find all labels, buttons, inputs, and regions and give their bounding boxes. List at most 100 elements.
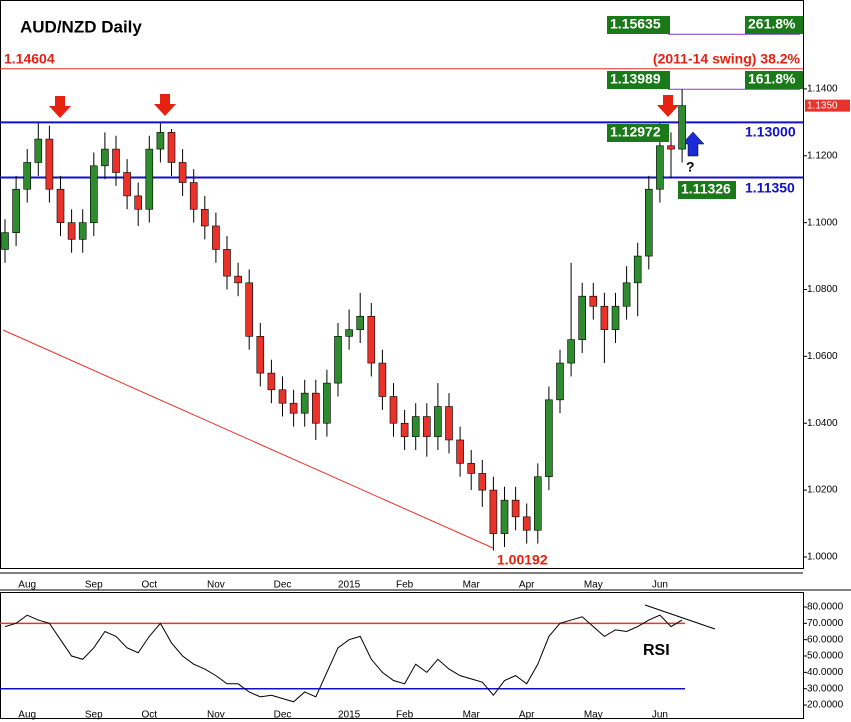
x-tick-label: Aug [18, 710, 36, 721]
level-note: (2011-14 swing) 38.2% [653, 51, 801, 67]
y-tick-label: 1.0800 [807, 284, 838, 295]
candle-body [500, 499, 509, 534]
last-price-box [805, 99, 850, 112]
candle-body [90, 165, 98, 223]
x-tick-label: Jun [652, 710, 668, 721]
x-tick-label: Oct [142, 710, 158, 721]
candle-body [167, 132, 176, 163]
level-ratio: 261.8% [748, 16, 796, 32]
level-ratio: 161.8% [748, 71, 796, 87]
candle-body [667, 145, 675, 150]
y-tick-label: 1.0000 [807, 552, 838, 563]
candle-body [578, 295, 587, 340]
candle-body [511, 499, 520, 518]
chart-title: AUD/NZD Daily [20, 17, 142, 36]
x-tick-label: Dec [274, 580, 292, 591]
candle-body [56, 188, 65, 223]
last-price: 1.1350 [807, 100, 838, 111]
arrow [681, 131, 705, 157]
x-tick-label: Apr [519, 580, 535, 591]
candle-body [656, 145, 664, 190]
y-tick-label: 30.0000 [807, 683, 844, 694]
level-label: 1.15635 [610, 16, 661, 32]
x-tick-label: Sep [85, 580, 103, 591]
x-tick-label: Feb [396, 710, 414, 721]
price-label: 1.11326 [681, 181, 731, 197]
candle-body [78, 222, 87, 240]
label-box [607, 124, 669, 142]
candle-body [278, 389, 287, 404]
x-tick-label: Nov [207, 710, 225, 721]
candle-body [123, 172, 131, 197]
candle-body [189, 182, 198, 210]
candle-body [467, 463, 476, 474]
x-tick-label: 2015 [338, 580, 361, 591]
candle-body [101, 148, 109, 167]
candle-body [600, 305, 609, 330]
candle-body [456, 439, 464, 464]
candle-body [334, 336, 342, 384]
candle-body [533, 476, 542, 531]
y-tick-label: 1.1400 [807, 84, 838, 95]
level-label: 1.14604 [4, 51, 55, 67]
candle-body [356, 315, 365, 330]
price-label: 1.00192 [497, 552, 548, 568]
x-tick-label: May [584, 580, 603, 591]
x-tick-label: Aug [18, 580, 36, 591]
rsi-line [4, 614, 683, 703]
level-label: 1.13000 [745, 124, 796, 140]
candle-body [400, 422, 409, 437]
candle-body [212, 225, 220, 250]
x-tick-label: Jun [652, 580, 668, 591]
candle-body [589, 295, 598, 307]
level-label: 1.13989 [610, 71, 661, 87]
candle-body [422, 416, 431, 437]
candle-body [201, 208, 209, 227]
candle-body [345, 329, 353, 337]
trendline [2, 329, 494, 549]
price-label: 1.12972 [610, 124, 661, 140]
candle-body [134, 195, 142, 210]
candle-body [311, 392, 320, 424]
y-tick-label: 1.1000 [807, 217, 838, 228]
arrow [154, 94, 176, 116]
level-label: 1.11350 [745, 180, 795, 196]
y-tick-label: 1.0400 [807, 418, 838, 429]
x-tick-label: Mar [463, 710, 481, 721]
candle-body [622, 282, 631, 307]
candle-body [367, 315, 376, 364]
x-tick-label: Nov [207, 580, 225, 591]
candle-body [45, 138, 54, 190]
x-tick-label: Dec [274, 710, 292, 721]
candle-body [289, 402, 298, 414]
candle-body [611, 305, 620, 330]
candle-body [389, 396, 398, 424]
candle-body [12, 188, 20, 233]
candle-body [223, 249, 231, 277]
rsi-trendline [644, 604, 716, 630]
y-tick-label: 50.0000 [807, 651, 844, 662]
candle-body [267, 372, 276, 391]
candle-body [633, 255, 642, 284]
price-panel [0, 0, 804, 569]
y-tick-label: 20.0000 [807, 700, 844, 711]
y-tick-label: 1.0600 [807, 351, 838, 362]
y-tick-label: 60.0000 [807, 634, 844, 645]
candle-body [478, 473, 487, 491]
x-tick-label: Oct [142, 580, 158, 591]
label-box [678, 181, 736, 199]
x-tick-label: Feb [396, 580, 414, 591]
candle-body [23, 162, 32, 190]
candle-body [112, 148, 120, 173]
candle-body [489, 489, 498, 534]
candle-body [434, 406, 442, 437]
candle-body [567, 339, 575, 364]
x-tick-label: 2015 [338, 710, 361, 721]
y-tick-label: 1.0200 [807, 485, 838, 496]
candle-body [522, 516, 531, 531]
rsi-panel [0, 592, 804, 719]
y-tick-label: 40.0000 [807, 667, 844, 678]
candle-body [234, 275, 242, 284]
y-tick-label: 70.0000 [807, 618, 844, 629]
candle-body [411, 416, 420, 437]
